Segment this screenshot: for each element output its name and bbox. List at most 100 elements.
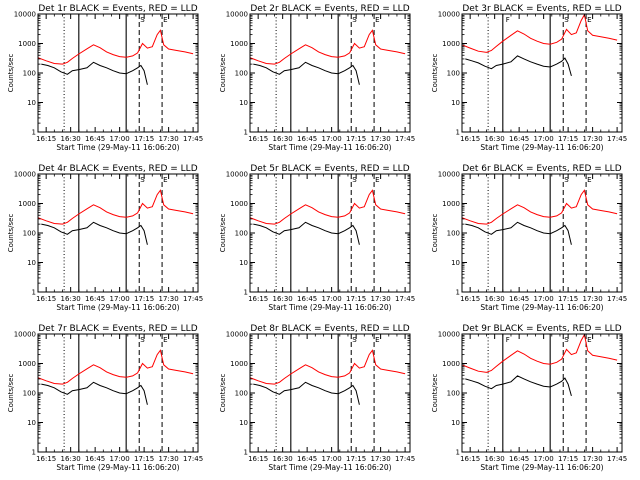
series-group (462, 189, 618, 245)
plot-frame (37, 333, 199, 453)
event-marker-label: S (564, 176, 569, 184)
series-line-lld (38, 189, 194, 225)
y-tick-label: 100 (235, 230, 248, 238)
y-tick-label: 10 (27, 259, 36, 267)
series-line-lld (250, 349, 406, 385)
y-tick-label: 100 (447, 390, 460, 398)
series-line-lld (38, 29, 194, 65)
y-tick-label: 10 (239, 259, 248, 267)
x-tick-label: 17:45 (607, 455, 627, 463)
y-tick-label: 10000 (14, 171, 36, 179)
x-tick-label: 17:15 (346, 295, 366, 303)
y-axis-label: Counts/sec (219, 374, 227, 413)
x-axis-label: Start Time (29-May-11 16:06:20) (268, 463, 391, 472)
series-group (38, 349, 194, 405)
x-tick-label: 17:15 (346, 455, 366, 463)
series-group (462, 14, 618, 77)
x-tick-label: 16:15 (36, 295, 56, 303)
x-axis-label: Start Time (29-May-11 16:06:20) (480, 143, 603, 152)
y-tick-label: 100 (447, 70, 460, 78)
x-tick-label: 17:45 (395, 295, 415, 303)
event-marker-label: E (375, 336, 379, 344)
x-tick-label: 17:45 (183, 455, 203, 463)
x-tick-label: 16:45 (509, 295, 529, 303)
y-tick-label: 1 (32, 289, 36, 297)
x-tick-label: 17:15 (346, 135, 366, 143)
x-tick-label: 17:30 (159, 455, 179, 463)
x-tick-label: 16:15 (460, 455, 480, 463)
x-axis-label: Start Time (29-May-11 16:06:20) (56, 463, 179, 472)
panel-title: Det 4r BLACK = Events, RED = LLD (38, 164, 197, 174)
x-tick-label: 17:15 (558, 295, 578, 303)
plot-frame (249, 13, 411, 133)
x-tick-label: 17:00 (322, 455, 342, 463)
event-marker-label: F (506, 16, 510, 24)
event-marker-label: E (587, 176, 591, 184)
event-marker-label: E (163, 336, 167, 344)
y-tick-label: 10 (239, 419, 248, 427)
detector-panel: Det 5r BLACK = Events, RED = LLD S E 1 10 100… (219, 164, 415, 312)
x-tick-label: 17:15 (134, 295, 154, 303)
panel-title: Det 2r BLACK = Events, RED = LLD (250, 4, 409, 14)
y-tick-label: 1 (244, 449, 248, 457)
x-tick-label: 16:15 (460, 295, 480, 303)
detector-panel: Det 3r BLACK = Events, RED = LLD F S E 1 10 10… (431, 4, 627, 152)
x-axis-label: Start Time (29-May-11 16:06:20) (480, 303, 603, 312)
y-tick-label: 10 (239, 99, 248, 107)
x-tick-label: 16:45 (85, 135, 105, 143)
series-line-events (41, 221, 148, 245)
x-axis-label: Start Time (29-May-11 16:06:20) (268, 143, 391, 152)
y-tick-label: 1 (32, 449, 36, 457)
y-tick-label: 1 (32, 129, 36, 137)
y-axis-label: Counts/sec (7, 54, 15, 93)
x-tick-label: 17:30 (583, 455, 603, 463)
x-tick-label: 16:45 (509, 455, 529, 463)
panel-title: Det 1r BLACK = Events, RED = LLD (38, 4, 197, 14)
x-tick-label: 16:30 (61, 455, 81, 463)
detector-panel: Det 8r BLACK = Events, RED = LLD S E 1 10 100… (219, 324, 415, 472)
x-tick-label: 17:45 (395, 135, 415, 143)
series-line-events (253, 221, 360, 245)
detector-panel: Det 6r BLACK = Events, RED = LLD S E 1 10 100… (431, 164, 627, 312)
y-tick-label: 1000 (18, 360, 36, 368)
x-tick-label: 16:30 (485, 135, 505, 143)
panel-title: Det 8r BLACK = Events, RED = LLD (250, 324, 409, 334)
x-tick-label: 17:45 (395, 455, 415, 463)
x-tick-label: 17:00 (534, 135, 554, 143)
x-tick-label: 16:45 (297, 455, 317, 463)
event-marker-label: E (163, 176, 167, 184)
x-tick-label: 17:00 (322, 135, 342, 143)
panel-title: Det 9r BLACK = Events, RED = LLD (462, 324, 621, 334)
plot-frame (461, 333, 623, 453)
series-group (250, 349, 406, 405)
x-tick-label: 17:15 (134, 455, 154, 463)
y-tick-label: 1 (244, 289, 248, 297)
x-tick-label: 17:00 (322, 295, 342, 303)
series-line-lld (462, 189, 618, 225)
series-line-events (253, 61, 360, 85)
y-tick-label: 1000 (230, 360, 248, 368)
y-tick-label: 100 (23, 230, 36, 238)
series-line-lld (250, 189, 406, 225)
y-axis-label: Counts/sec (431, 214, 439, 253)
y-axis-label: Counts/sec (219, 214, 227, 253)
y-tick-label: 100 (23, 390, 36, 398)
y-axis-label: Counts/sec (219, 54, 227, 93)
y-tick-label: 10000 (226, 171, 248, 179)
panel-title: Det 7r BLACK = Events, RED = LLD (38, 324, 197, 334)
x-tick-label: 16:45 (509, 135, 529, 143)
event-marker-label: E (163, 16, 167, 24)
y-tick-label: 100 (235, 390, 248, 398)
x-tick-label: 17:00 (110, 455, 130, 463)
x-tick-label: 16:45 (85, 295, 105, 303)
y-tick-label: 1000 (230, 40, 248, 48)
y-tick-label: 1 (456, 289, 460, 297)
y-axis-label: Counts/sec (7, 214, 15, 253)
event-marker-label: S (140, 16, 145, 24)
series-line-events (465, 55, 572, 77)
plot-frame (461, 13, 623, 133)
y-tick-label: 1 (456, 129, 460, 137)
y-tick-label: 10 (451, 419, 460, 427)
x-tick-label: 17:45 (183, 295, 203, 303)
